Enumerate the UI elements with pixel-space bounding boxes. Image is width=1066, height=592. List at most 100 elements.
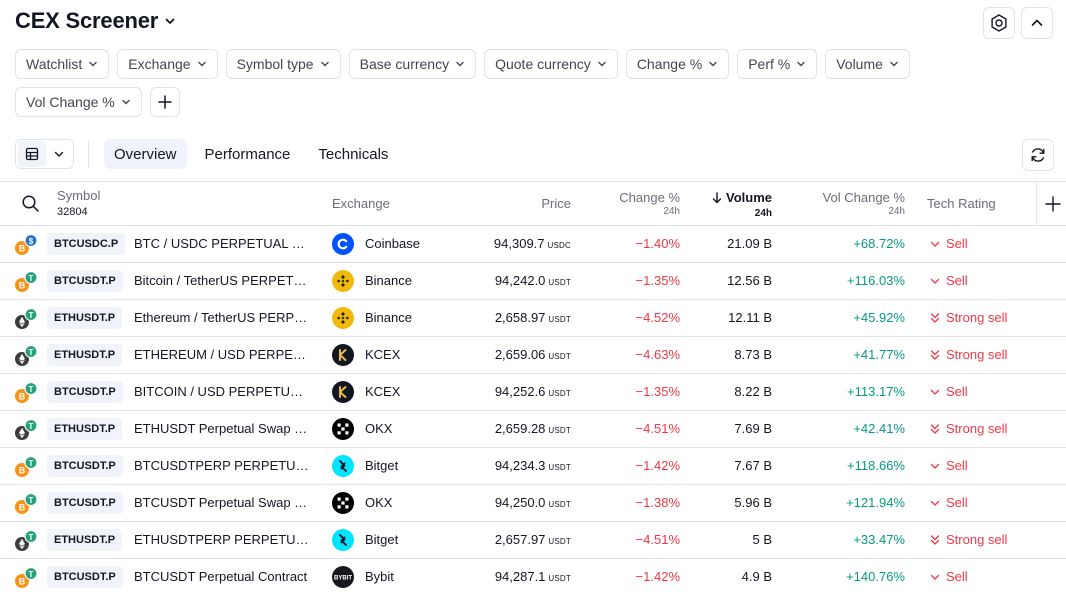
- table-row[interactable]: BT BTCUSDT.P BTCUSDTPERP PERPETUAL CONTRAC…: [0, 448, 1066, 485]
- refresh-button[interactable]: [1022, 139, 1054, 171]
- filter-label: Base currency: [359, 56, 450, 72]
- header-exchange[interactable]: Exchange: [332, 196, 390, 211]
- divider: [88, 141, 89, 167]
- ticker-badge[interactable]: BTCUSDC.P: [47, 233, 126, 255]
- svg-text:T: T: [29, 385, 34, 394]
- ticker-badge[interactable]: ETHUSDT.P: [47, 307, 123, 329]
- symbol-description[interactable]: Ethereum / TetherUS PERPETUAL CONTRACT: [134, 310, 310, 325]
- filter-label: Exchange: [128, 56, 191, 72]
- screener-title-dropdown[interactable]: CEX Screener: [15, 8, 176, 34]
- header-tech-rating[interactable]: Tech Rating: [927, 196, 996, 211]
- ticker-badge[interactable]: BTCUSDT.P: [47, 270, 123, 292]
- table-row[interactable]: T ETHUSDT.P ETHUSDT Perpetual Swap Contrac…: [0, 411, 1066, 448]
- symbol-description[interactable]: Bitcoin / TetherUS PERPETUAL CONTRACT: [134, 273, 310, 288]
- tech-rating: Sell: [930, 384, 968, 399]
- filter-label: Perf %: [748, 56, 791, 72]
- strong-sell-icon: [930, 312, 940, 323]
- header-vol-change[interactable]: Vol Change % 24h: [823, 190, 905, 217]
- ticker-badge[interactable]: ETHUSDT.P: [47, 529, 123, 551]
- tech-rating: Strong sell: [930, 310, 1007, 325]
- tech-rating: Strong sell: [930, 347, 1007, 362]
- tab-overview[interactable]: Overview: [104, 139, 187, 169]
- screener-tabs: Overview Performance Technicals: [104, 139, 398, 169]
- vol-change-value: +41.77%: [853, 347, 905, 362]
- vol-change-value: +113.17%: [847, 384, 905, 399]
- table-row[interactable]: BT BTCUSDT.P BTCUSDT Perpetual Swap Contra…: [0, 485, 1066, 522]
- filter-perf-percent[interactable]: Perf %: [737, 49, 818, 79]
- symbol-description[interactable]: ETHUSDTPERP PERPETUAL CONTRACT: [134, 532, 310, 547]
- chevron-down-icon: [456, 61, 464, 67]
- table-row[interactable]: BT BTCUSDT.P BITCOIN / USD PERPETUAL CONTR…: [0, 374, 1066, 411]
- tab-performance[interactable]: Performance: [204, 145, 291, 163]
- chevron-down-icon: [165, 18, 175, 24]
- table-row[interactable]: B$ BTCUSDC.P BTC / USDC PERPETUAL CONTRACT…: [0, 226, 1066, 263]
- tech-rating: Sell: [930, 236, 968, 251]
- settings-button[interactable]: [983, 7, 1015, 39]
- table-view-button[interactable]: [18, 141, 46, 167]
- price-value: 2,659.28: [494, 421, 546, 436]
- price-value: 94,234.3: [494, 458, 546, 473]
- view-options-button[interactable]: [46, 141, 72, 167]
- symbol-description[interactable]: BTCUSDT Perpetual Contract: [134, 569, 308, 584]
- ticker-badge[interactable]: BTCUSDT.P: [47, 492, 123, 514]
- tech-rating: Sell: [930, 273, 968, 288]
- table-row[interactable]: T ETHUSDT.P Ethereum / TetherUS PERPETUAL …: [0, 300, 1066, 337]
- filter-exchange[interactable]: Exchange: [117, 49, 218, 79]
- symbol-description[interactable]: BTCUSDT Perpetual Swap Contract: [134, 495, 310, 510]
- symbol-description[interactable]: BTCUSDTPERP PERPETUAL CONTRACT: [134, 458, 310, 473]
- tech-rating: Sell: [930, 495, 968, 510]
- ticker-badge[interactable]: ETHUSDT.P: [47, 344, 123, 366]
- collapse-button[interactable]: [1021, 7, 1053, 39]
- filter-watchlist[interactable]: Watchlist: [15, 49, 110, 79]
- plus-icon[interactable]: [1044, 195, 1062, 213]
- svg-text:B: B: [19, 392, 26, 402]
- tech-rating-label: Sell: [946, 273, 968, 288]
- table-row[interactable]: T ETHUSDT.P ETHUSDTPERP PERPETUAL CONTRACT…: [0, 522, 1066, 559]
- volume-value: 12.11 B: [728, 310, 772, 325]
- svg-text:B: B: [19, 281, 26, 291]
- price-unit: USDT: [548, 278, 571, 287]
- strong-sell-icon: [930, 349, 940, 360]
- volume-value: 12.56 B: [727, 273, 772, 288]
- filter-symbol-type[interactable]: Symbol type: [225, 49, 341, 79]
- table-row[interactable]: BT BTCUSDT.P Bitcoin / TetherUS PERPETUAL …: [0, 263, 1066, 300]
- header-price[interactable]: Price: [541, 196, 571, 211]
- filter-change-percent[interactable]: Change %: [625, 49, 730, 79]
- view-switcher[interactable]: [15, 139, 74, 169]
- price-unit: USDT: [548, 574, 571, 583]
- header-volume[interactable]: Volume 24h: [712, 190, 772, 219]
- header-change[interactable]: Change % 24h: [619, 190, 680, 217]
- price-cell: 94,242.0 USDT: [495, 273, 571, 288]
- ticker-badge[interactable]: BTCUSDT.P: [47, 455, 123, 477]
- table-row[interactable]: T ETHUSDT.P ETHEREUM / USD PERPETUAL CONTR…: [0, 337, 1066, 374]
- table-row[interactable]: B T BTCUSDT.P BTCUSDT Perpetual Contract BYB…: [0, 559, 1066, 592]
- ticker-badge[interactable]: BTCUSDT.P: [47, 566, 123, 588]
- add-filter-button[interactable]: [149, 87, 180, 117]
- header-symbol[interactable]: Symbol 32804: [57, 188, 100, 218]
- change-value: −1.40%: [635, 236, 680, 251]
- filter-quote-currency[interactable]: Quote currency: [484, 49, 618, 79]
- exchange-name: KCEX: [365, 347, 401, 362]
- exchange-name: OKX: [365, 421, 393, 436]
- chevron-down-icon: [122, 99, 130, 105]
- svg-text:$: $: [29, 237, 34, 246]
- filter-vol-change-percent[interactable]: Vol Change %: [15, 87, 142, 117]
- symbol-description[interactable]: ETHEREUM / USD PERPETUAL CONTRACT: [134, 347, 310, 362]
- symbol-description[interactable]: BTC / USDC PERPETUAL CONTRACT: [134, 236, 310, 251]
- ticker-badge[interactable]: ETHUSDT.P: [47, 418, 123, 440]
- price-cell: 2,658.97 USDT: [495, 310, 571, 325]
- symbol-description[interactable]: BITCOIN / USD PERPETUAL CONTRACT: [134, 384, 310, 399]
- search-icon[interactable]: [21, 194, 40, 213]
- filter-label: Quote currency: [495, 56, 591, 72]
- svg-text:B: B: [19, 466, 26, 476]
- svg-text:T: T: [29, 311, 34, 320]
- filter-base-currency[interactable]: Base currency: [348, 49, 477, 79]
- header-change-label: Change %: [619, 190, 680, 205]
- filter-volume[interactable]: Volume: [825, 49, 910, 79]
- tab-technicals[interactable]: Technicals: [318, 145, 389, 163]
- symbol-description[interactable]: ETHUSDT Perpetual Swap Contract: [134, 421, 310, 436]
- volume-value: 7.69 B: [734, 421, 772, 436]
- sell-icon: [930, 241, 940, 247]
- svg-text:B: B: [19, 503, 26, 513]
- ticker-badge[interactable]: BTCUSDT.P: [47, 381, 123, 403]
